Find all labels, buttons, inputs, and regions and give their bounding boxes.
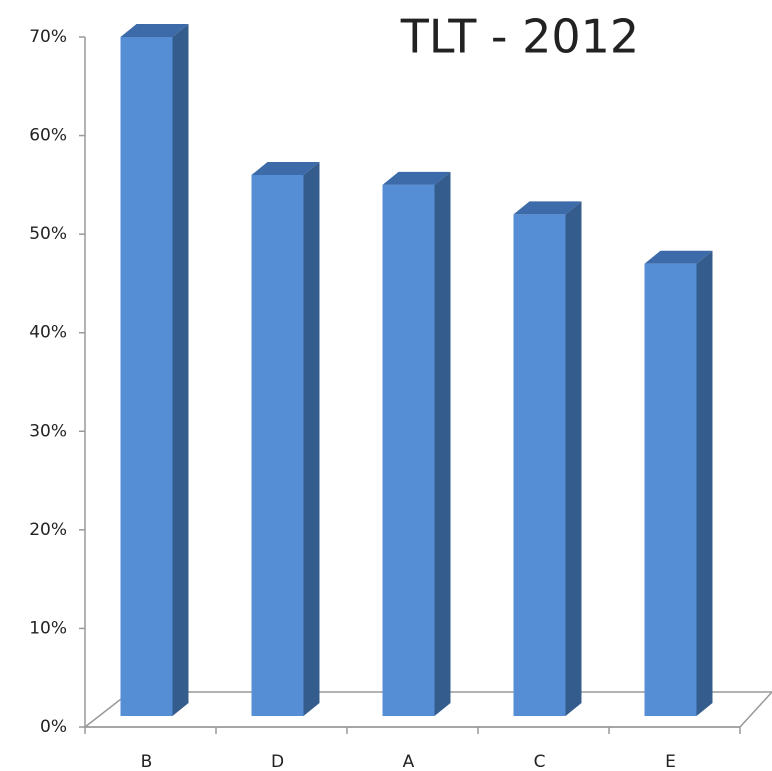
bar <box>382 171 451 716</box>
bar-front <box>644 263 697 716</box>
x-tick-label: C <box>534 752 546 771</box>
bar <box>513 201 582 716</box>
bar-front <box>513 214 566 716</box>
y-tick-label: 0% <box>40 717 67 737</box>
y-tick-label: 40% <box>29 323 67 343</box>
y-tick-label: 50% <box>29 224 67 244</box>
y-tick-label: 70% <box>29 27 67 47</box>
bar-side <box>303 162 320 716</box>
bar-top <box>120 24 189 37</box>
x-tick-label: A <box>403 752 415 771</box>
x-tick-label: D <box>271 752 284 771</box>
bar-side <box>434 171 451 716</box>
bar <box>251 162 320 716</box>
y-tick-label: 60% <box>29 126 67 146</box>
x-tick-label: B <box>141 752 153 771</box>
bar <box>644 250 713 716</box>
y-tick-label: 30% <box>29 421 67 441</box>
bar-side <box>172 24 189 716</box>
bar-front <box>382 184 435 716</box>
chart-title: TLT - 2012 <box>400 10 639 64</box>
y-tick-label: 20% <box>29 520 67 540</box>
x-tick-label: E <box>665 752 676 771</box>
bar-side <box>696 250 713 716</box>
bar <box>120 24 189 716</box>
bar-front <box>120 37 173 716</box>
bar-top <box>644 250 713 264</box>
bar-top <box>382 171 451 185</box>
y-tick-label: 10% <box>29 618 67 638</box>
bar-side <box>565 201 582 716</box>
bar-top <box>251 162 320 175</box>
bar-front <box>251 175 304 716</box>
bar-top <box>513 201 582 215</box>
